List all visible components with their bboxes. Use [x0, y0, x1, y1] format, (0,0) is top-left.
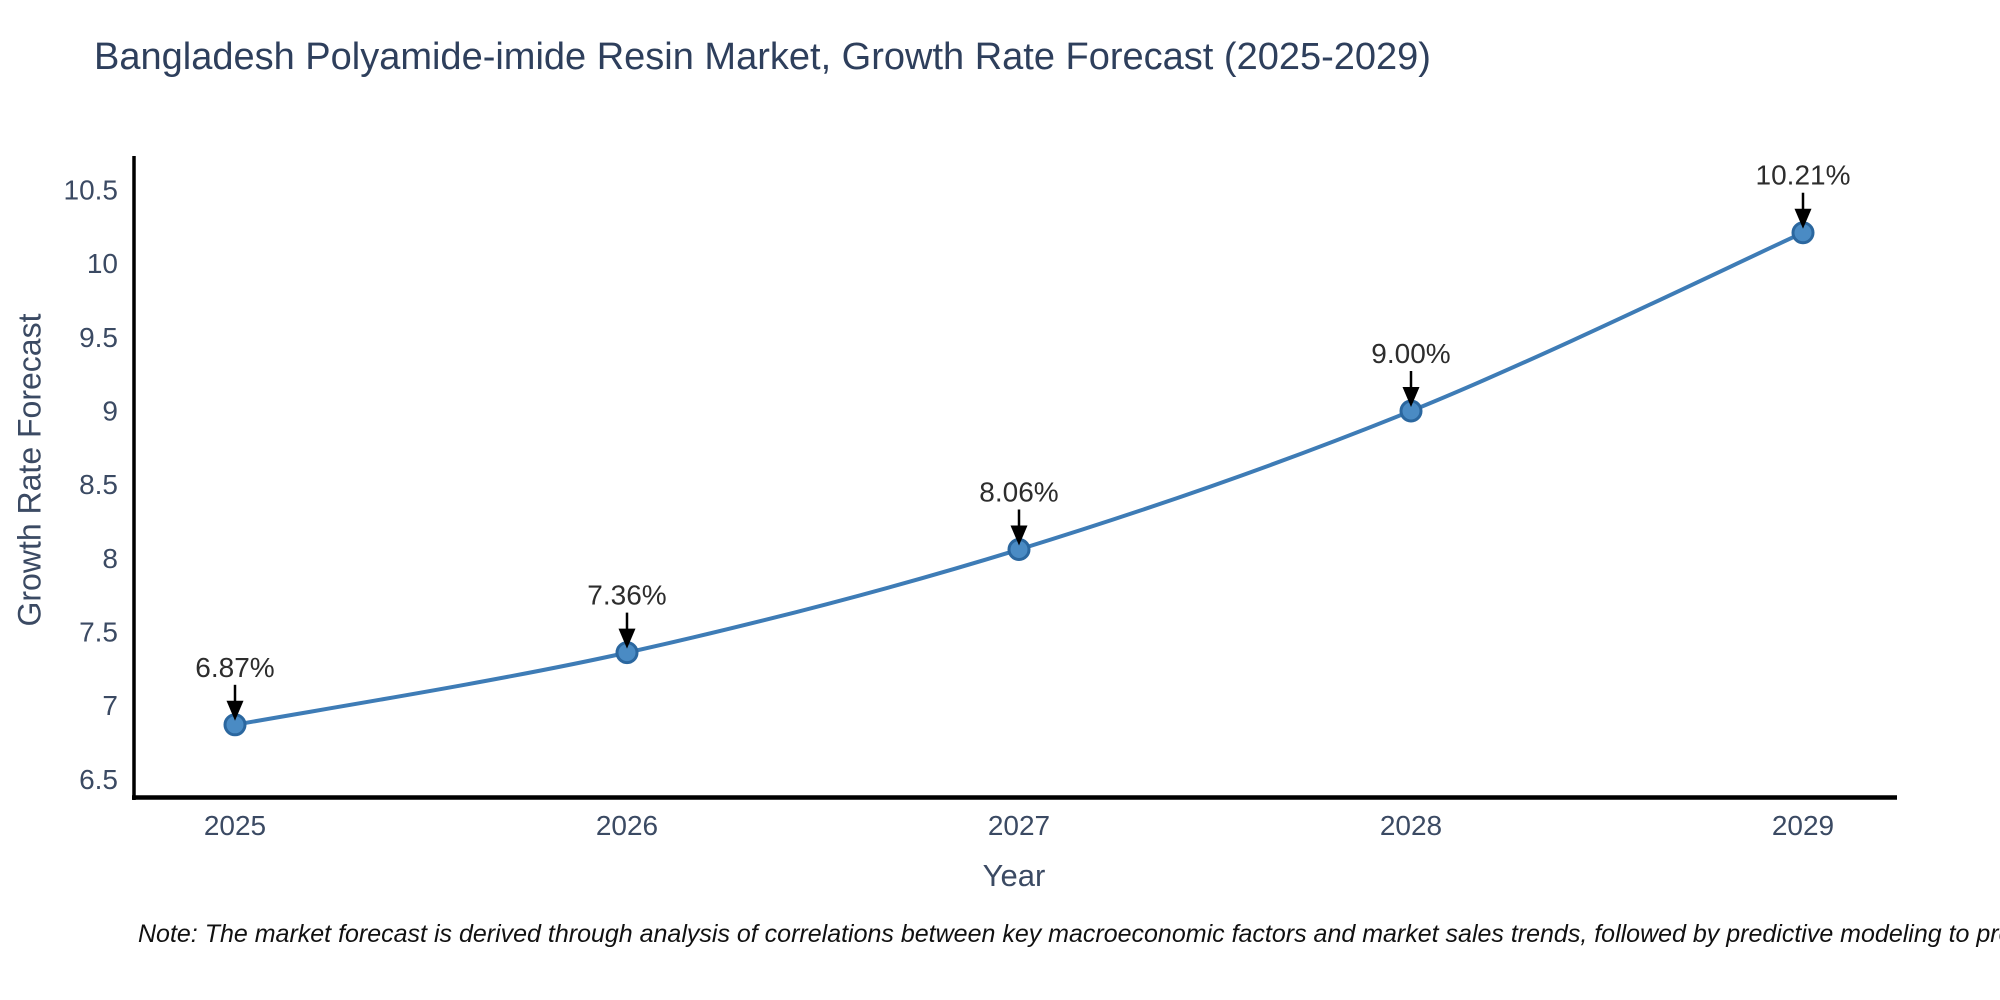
annotation-label: 6.87% — [195, 652, 274, 683]
y-tick-label: 10 — [87, 248, 118, 279]
annotation-arrowhead — [1794, 208, 1812, 229]
annotation-arrowhead — [226, 700, 244, 721]
annotation-arrowhead — [1010, 525, 1028, 546]
chart-footnote: Note: The market forecast is derived thr… — [138, 920, 2000, 948]
x-tick-label: 2029 — [1772, 810, 1834, 841]
y-axis-title: Growth Rate Forecast — [11, 313, 48, 627]
y-tick-label: 9.5 — [79, 322, 118, 353]
annotation-label: 7.36% — [587, 580, 666, 611]
x-axis-title: Year — [982, 858, 1046, 893]
y-tick-label: 8 — [102, 543, 118, 574]
annotation-label: 10.21% — [1756, 160, 1851, 191]
annotation-label: 8.06% — [979, 476, 1058, 507]
x-tick-label: 2027 — [988, 810, 1050, 841]
chart-title: Bangladesh Polyamide-imide Resin Market,… — [94, 36, 1431, 78]
x-tick-label: 2025 — [204, 810, 266, 841]
y-tick-label: 7 — [102, 690, 118, 721]
x-tick-label: 2026 — [596, 810, 658, 841]
annotation-arrowhead — [618, 628, 636, 649]
y-tick-label: 8.5 — [79, 469, 118, 500]
y-tick-label: 7.5 — [79, 616, 118, 647]
y-tick-label: 6.5 — [79, 764, 118, 795]
x-tick-label: 2028 — [1380, 810, 1442, 841]
y-tick-label: 10.5 — [64, 175, 119, 206]
annotation-label: 9.00% — [1371, 338, 1450, 369]
annotation-arrowhead — [1402, 386, 1420, 407]
y-tick-label: 9 — [102, 395, 118, 426]
